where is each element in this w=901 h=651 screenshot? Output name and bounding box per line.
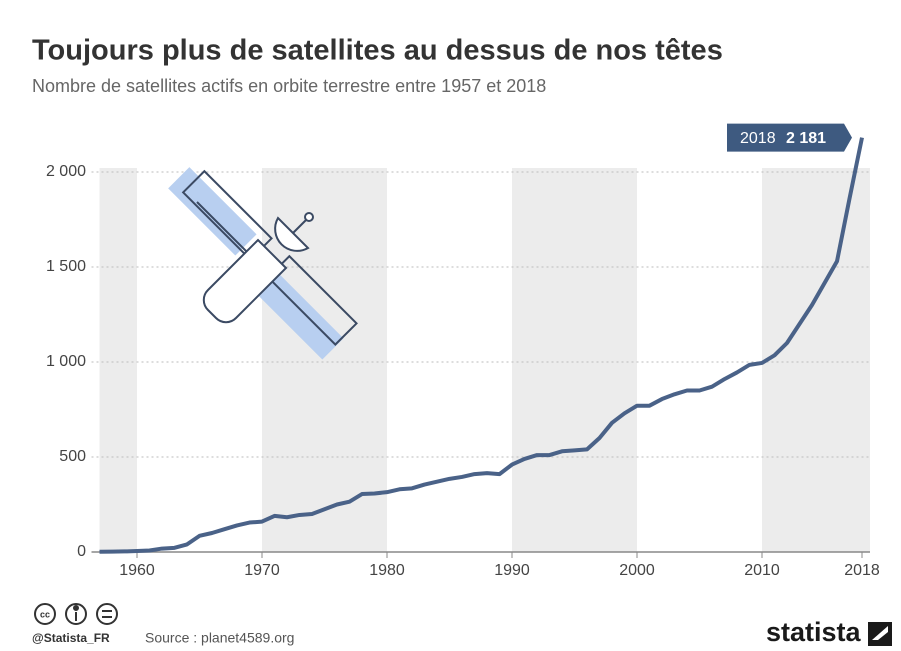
x-tick-label: 2018	[844, 562, 880, 579]
y-tick-label: 0	[77, 543, 86, 560]
x-tick-label: 1960	[119, 562, 155, 579]
x-tick-label: 1970	[244, 562, 280, 579]
x-tick-label: 1990	[494, 562, 530, 579]
x-tick-label: 2000	[619, 562, 655, 579]
line	[99, 137, 864, 554]
y-tick-label: 2 000	[46, 163, 86, 180]
chart-title: Toujours plus de satellites au dessus de…	[32, 35, 723, 67]
y-tick-label: 1 000	[46, 353, 86, 370]
band	[512, 168, 637, 552]
grid	[91, 171, 870, 553]
annotation-year: 2018	[740, 130, 776, 147]
band	[99, 168, 137, 552]
handle: @Statista_FR	[32, 631, 110, 645]
annotation: 2018 2 181	[727, 123, 852, 152]
band	[762, 168, 870, 552]
source: Source : planet4589.org	[145, 630, 294, 646]
satellite-icon	[168, 167, 358, 360]
annotation-box	[727, 123, 852, 152]
x-tick-label: 1980	[369, 562, 405, 579]
y-tick-label: 500	[59, 448, 86, 465]
y-tick-label: 1 500	[46, 258, 86, 275]
svg-text:cc: cc	[40, 609, 50, 619]
data-label: 2 181	[786, 130, 826, 147]
logo-mark	[868, 622, 892, 646]
license-icons: cc	[34, 603, 118, 625]
chart-subtitle: Nombre de satellites actifs en orbite te…	[32, 76, 546, 96]
x-tick-label: 2010	[744, 562, 780, 579]
logo: statista	[766, 617, 862, 647]
